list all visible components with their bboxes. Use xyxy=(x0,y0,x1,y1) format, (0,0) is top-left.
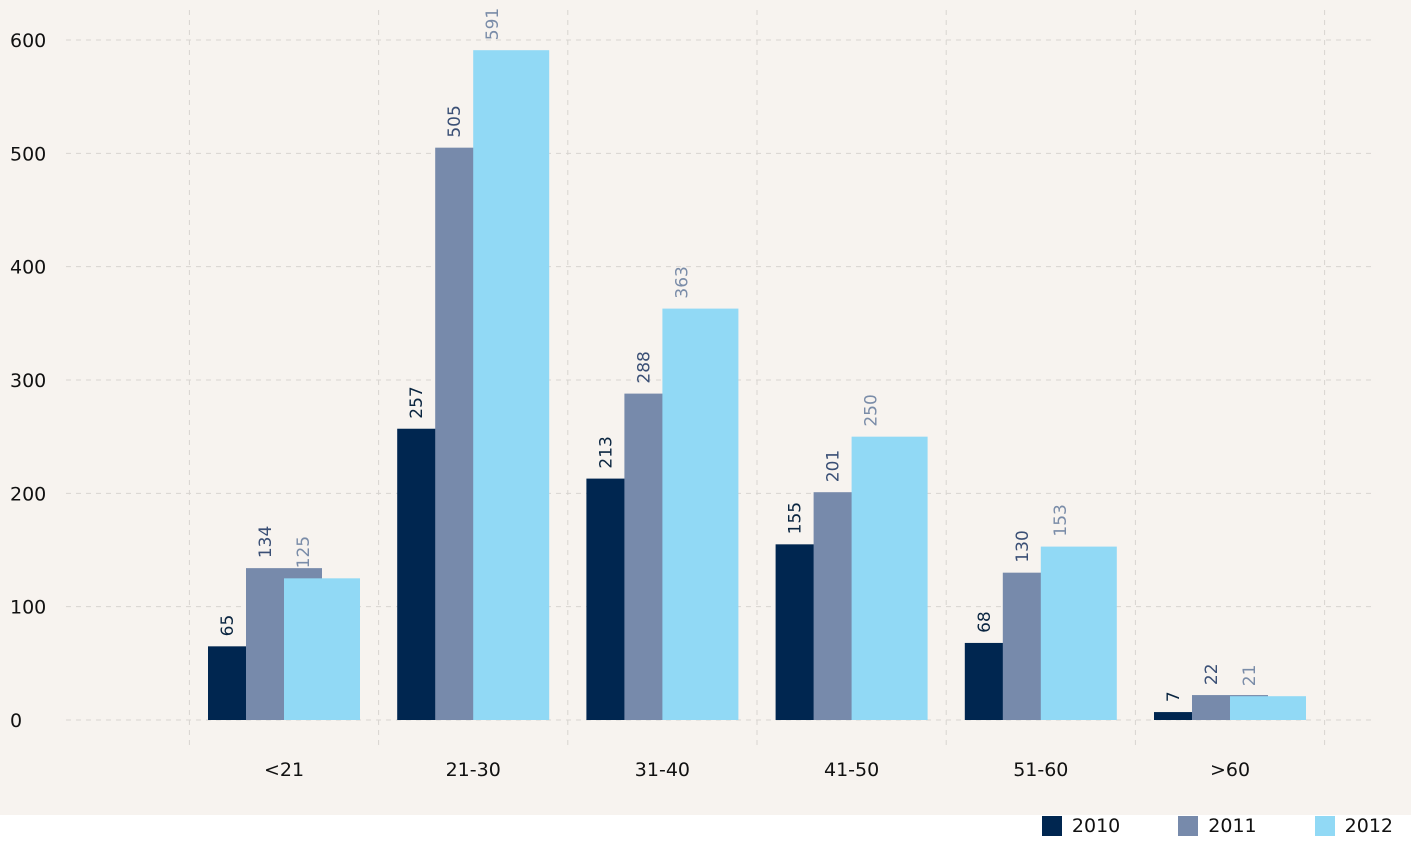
y-tick-label: 600 xyxy=(10,30,46,52)
y-tick-label: 400 xyxy=(10,257,46,279)
bar-2012-1 xyxy=(473,50,550,720)
x-tick-label: 41-50 xyxy=(824,759,879,781)
x-tick-label: 51-60 xyxy=(1013,759,1068,781)
data-label-2012: 125 xyxy=(294,536,314,568)
data-label-2012: 591 xyxy=(483,8,503,40)
data-label-2011: 201 xyxy=(824,450,844,482)
data-label-2012: 250 xyxy=(862,394,882,426)
y-tick-label: 300 xyxy=(10,370,46,392)
y-tick-label: 500 xyxy=(10,143,46,165)
x-tick-label: <21 xyxy=(264,759,304,781)
legend-swatch xyxy=(1041,816,1062,836)
bar-2012-4 xyxy=(1040,546,1117,720)
bar-2012-0 xyxy=(284,578,360,720)
bar-2012-5 xyxy=(1230,696,1306,720)
x-tick-label: 21-30 xyxy=(446,759,501,781)
bar-chart: 0 100 200 300 400 500 600 65 257 213 155 68 7 134 505 2… xyxy=(0,0,1411,815)
data-label-2011: 130 xyxy=(1013,530,1033,562)
data-label-2012: 21 xyxy=(1240,665,1260,687)
legend-label: 2010 xyxy=(1071,815,1121,837)
data-label-2011: 22 xyxy=(1202,663,1222,685)
y-tick-label: 0 xyxy=(10,710,22,732)
legend-item: 2010 xyxy=(1041,815,1121,837)
bar-2012-2 xyxy=(662,308,739,720)
y-tick-label: 100 xyxy=(10,597,46,619)
x-tick-label: >60 xyxy=(1210,759,1250,781)
bar-2012-3 xyxy=(851,436,928,720)
data-label-2011: 134 xyxy=(256,526,276,558)
data-label-2011: 288 xyxy=(634,351,654,383)
y-tick-label: 200 xyxy=(10,483,46,505)
legend-item: 2011 xyxy=(1178,815,1257,837)
legend-swatch xyxy=(1314,816,1335,836)
data-label-2010: 7 xyxy=(1164,691,1184,702)
data-label-2010: 257 xyxy=(407,386,427,418)
data-label-2011: 505 xyxy=(445,105,465,137)
legend-swatch xyxy=(1178,816,1199,836)
x-tick-label: 31-40 xyxy=(635,759,690,781)
legend-item: 2012 xyxy=(1314,815,1393,837)
data-label-2010: 68 xyxy=(975,611,995,633)
legend-label: 2011 xyxy=(1208,815,1257,837)
data-label-2010: 155 xyxy=(786,502,806,534)
data-label-2012: 363 xyxy=(672,266,692,298)
data-label-2012: 153 xyxy=(1051,504,1071,536)
data-label-2010: 65 xyxy=(218,615,238,637)
legend-label: 2012 xyxy=(1344,815,1393,837)
legend: 2010 2011 2012 xyxy=(1041,815,1393,837)
data-label-2010: 213 xyxy=(596,436,616,468)
